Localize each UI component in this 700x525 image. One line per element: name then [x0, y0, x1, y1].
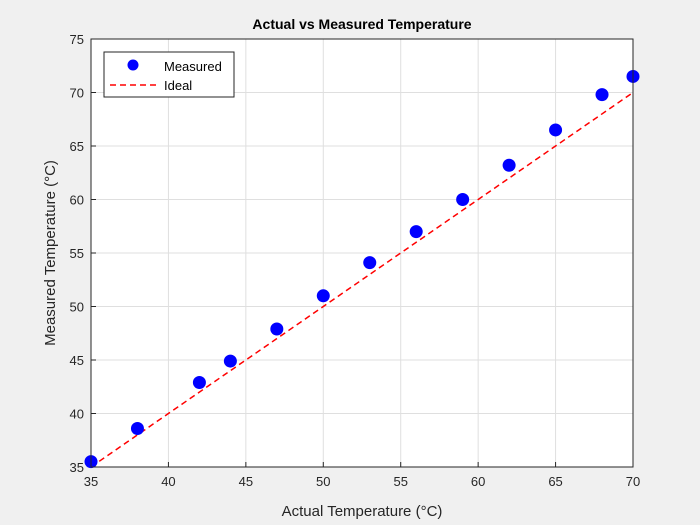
measured-point [456, 193, 470, 206]
x-tick-label: 40 [161, 474, 175, 489]
x-tick-label: 55 [393, 474, 407, 489]
measured-point [316, 289, 330, 303]
y-tick-label: 75 [70, 32, 84, 47]
y-tick-label: 55 [70, 246, 84, 261]
y-tick-label: 60 [70, 193, 84, 208]
y-tick-label: 70 [70, 86, 84, 101]
measured-point [595, 88, 609, 102]
measured-point [130, 421, 144, 435]
measured-point [409, 225, 423, 239]
legend-box [103, 51, 235, 98]
x-tick-label: 60 [471, 474, 485, 489]
x-tick-label: 50 [316, 474, 330, 489]
legend: Measured Ideal [103, 51, 235, 98]
legend-marker-measured [127, 59, 139, 71]
y-tick-label: 40 [70, 407, 84, 422]
chart-title: Actual vs Measured Temperature [252, 16, 471, 32]
x-tick-label: 45 [239, 474, 253, 489]
y-tick-label: 65 [70, 139, 84, 154]
y-tick-label: 45 [70, 353, 84, 368]
legend-label-ideal: Ideal [164, 78, 192, 93]
legend-label-measured: Measured [164, 59, 222, 74]
measured-point [549, 123, 563, 137]
measured-point [502, 158, 516, 172]
x-tick-label: 65 [548, 474, 562, 489]
y-tick-label: 35 [70, 460, 84, 475]
measured-point [192, 375, 206, 389]
x-tick-label: 70 [626, 474, 640, 489]
measured-point [363, 256, 377, 270]
y-axis-label: Measured Temperature (°C) [42, 160, 59, 346]
measured-point [223, 354, 237, 368]
x-axis-label: Actual Temperature (°C) [282, 503, 443, 520]
y-tick-label: 50 [70, 300, 84, 315]
x-tick-label: 35 [84, 474, 98, 489]
measured-point [270, 322, 284, 336]
